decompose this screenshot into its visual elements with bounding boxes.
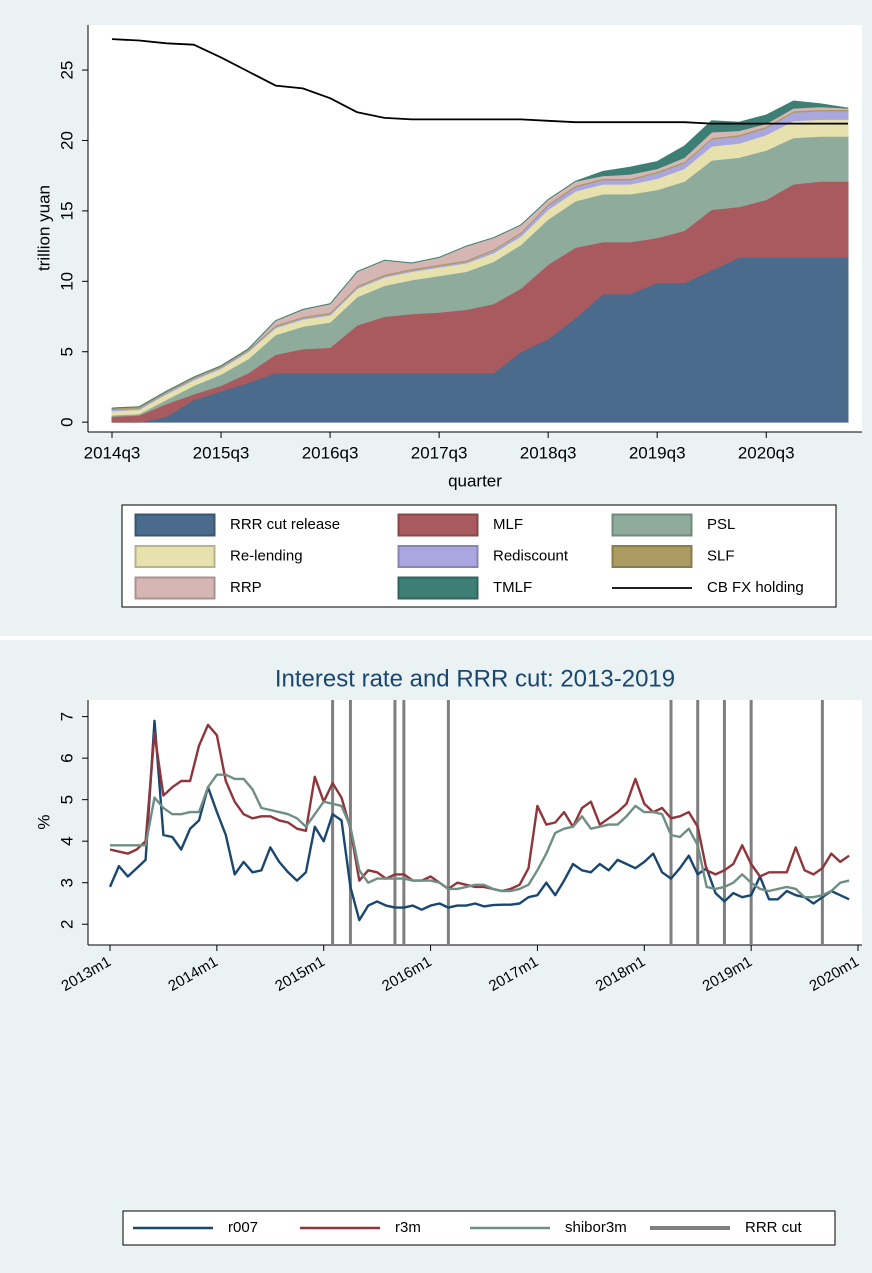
area [111,100,849,409]
y-axis-title: % [34,814,53,829]
x-axis-title: quarter [448,471,502,490]
legend-swatch [613,547,691,566]
legend-swatch [399,547,477,566]
y-tick-label: 20 [57,131,76,150]
y-tick-label: 6 [57,753,76,762]
x-tick-label: 2019q3 [629,443,686,462]
legend-label: RRR cut release [230,516,340,533]
legend-swatch [399,515,477,535]
line [110,773,850,899]
legend-label: SLF [707,547,735,564]
chart-title: Interest rate and RRR cut: 2013-2019 [275,665,675,692]
x-tick-label: 2014q3 [84,443,141,462]
legend-label: MLF [493,516,523,533]
legend-label: RRR cut [745,1219,803,1236]
x-tick-label: 2015q3 [193,443,250,462]
legend-swatch [613,515,691,535]
y-tick-label: 10 [57,272,76,291]
legend-label: RRP [230,579,262,596]
y-tick-label: 15 [57,201,76,220]
y-tick-label: 0 [57,417,76,426]
x-tick-label: 2018q3 [520,443,577,462]
legend-label: r007 [228,1219,258,1236]
legend-label: Rediscount [493,547,569,564]
y-tick-label: 5 [57,795,76,804]
legend-box [121,504,837,608]
legend-label: shibor3m [565,1219,627,1236]
y-tick-label: 5 [57,347,76,356]
legend-swatch [399,578,477,598]
x-tick-label: 2017q3 [411,443,468,462]
legend-label: r3m [395,1219,421,1236]
y-axis-title: trillion yuan [34,185,53,271]
y-tick-label: 25 [57,61,76,80]
legend-swatch [136,547,214,566]
y-tick-label: 2 [57,920,76,929]
legend-swatch [136,578,214,598]
line [108,719,850,922]
x-tick-label: 2020q3 [738,443,795,462]
legend-label: PSL [707,516,735,533]
y-tick-label: 7 [57,712,76,721]
legend-label: Re-lending [230,547,303,564]
line [111,38,848,125]
y-tick-label: 4 [57,836,76,845]
x-tick-label: 2016q3 [302,443,359,462]
legend-label: TMLF [493,579,532,596]
legend-label: CB FX holding [707,579,804,596]
y-tick-label: 3 [57,878,76,887]
line [109,723,850,893]
legend-swatch [136,515,214,535]
